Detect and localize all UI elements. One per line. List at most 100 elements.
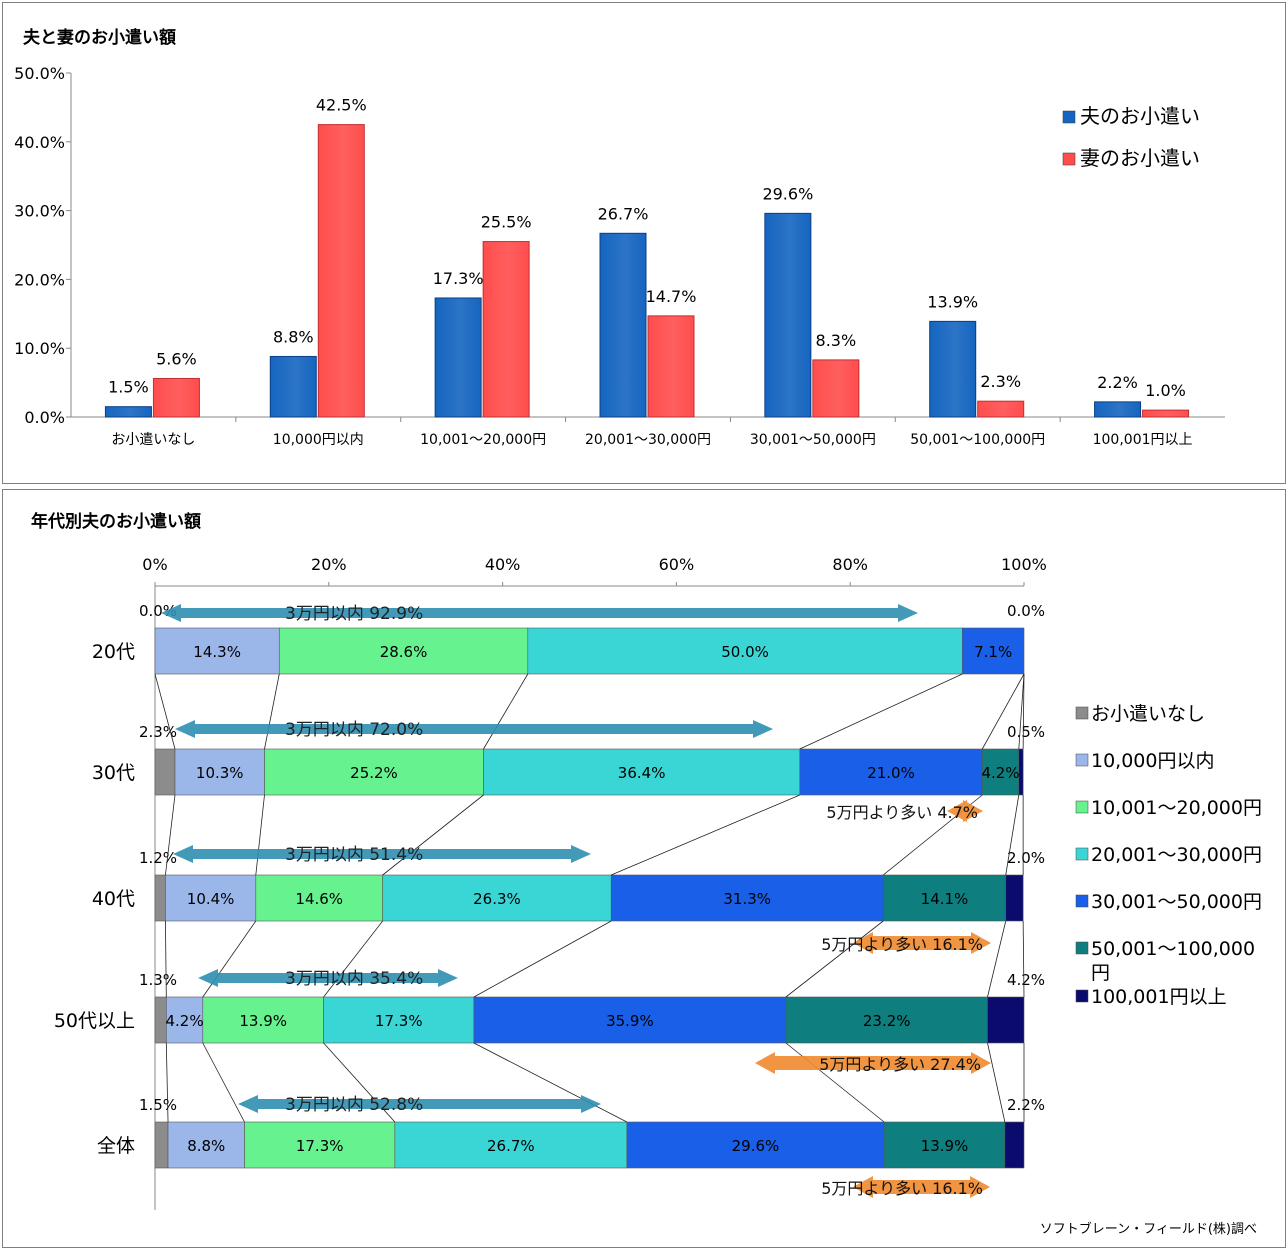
x-tick-label: 80% xyxy=(832,555,868,574)
x-tick-label: 10,000円以内 xyxy=(273,432,364,448)
segment-label: 35.9% xyxy=(606,1012,654,1030)
row-label: 30代 xyxy=(92,762,135,784)
segment-label: 2.2% xyxy=(1007,1096,1045,1114)
bar-segment xyxy=(165,874,257,922)
connector-line xyxy=(611,794,800,876)
bar-value-label: 17.3% xyxy=(433,269,484,288)
segment-label: 26.3% xyxy=(473,890,521,908)
bar-segment xyxy=(165,996,204,1044)
connector-line xyxy=(473,1042,628,1123)
connector-line xyxy=(1022,920,1025,998)
segment-label: 14.1% xyxy=(921,890,969,908)
legend-label: 100,001円以上 xyxy=(1091,986,1227,1008)
legend-swatch xyxy=(1075,894,1089,908)
legend-label: 10,000円以内 xyxy=(1091,750,1214,772)
range-arrow xyxy=(947,800,983,822)
segment-label: 0.5% xyxy=(1007,723,1045,741)
connector-line xyxy=(255,794,265,876)
within-30k-label: 3万円以内 35.4% xyxy=(285,969,423,989)
bar xyxy=(764,212,812,418)
within-30k-label: 3万円以内 72.0% xyxy=(285,720,423,740)
legend-swatch xyxy=(1062,110,1076,124)
segment-label: 0.0% xyxy=(1007,602,1045,620)
legend-label: 夫のお小遣い xyxy=(1080,104,1200,128)
chart-panel-bottom: 年代別夫のお小遣い額 0% 20% 40% 60% 80% 100% 20代 0.0% 14.3… xyxy=(2,489,1286,1248)
segment-label: 50.0% xyxy=(721,643,769,661)
row-label: 50代以上 xyxy=(54,1010,135,1032)
segment-label: 14.6% xyxy=(295,890,343,908)
bar-segment xyxy=(1004,1121,1025,1169)
bar-value-label: 14.7% xyxy=(646,287,697,306)
bar-segment xyxy=(202,996,324,1044)
connector-line xyxy=(1022,673,1025,750)
bar-segment xyxy=(394,1121,628,1169)
bar-segment xyxy=(962,627,1025,675)
segment-label: 29.6% xyxy=(732,1137,780,1155)
bar-value-label: 26.7% xyxy=(598,204,649,223)
segment-label: 26.7% xyxy=(487,1137,535,1155)
bar xyxy=(812,359,860,418)
bar-segment xyxy=(981,748,1020,796)
x-tick-label: 20% xyxy=(311,555,347,574)
segment-label: 1.2% xyxy=(139,849,177,867)
over-50k-label: 5万円より多い 4.7% xyxy=(826,803,978,822)
bar-segment xyxy=(167,1121,245,1169)
connector-line xyxy=(785,920,884,998)
bar-value-label: 2.2% xyxy=(1097,373,1138,392)
bar xyxy=(104,406,152,418)
y-tick-label: 10.0% xyxy=(14,339,65,358)
bar-segment xyxy=(382,874,612,922)
connector-line xyxy=(987,920,1007,998)
segment-label: 10.4% xyxy=(187,890,235,908)
range-arrow xyxy=(161,604,918,622)
over-50k-label: 5万円より多い 16.1% xyxy=(821,1179,983,1198)
range-arrow xyxy=(853,1176,990,1198)
bar-segment xyxy=(154,1121,169,1169)
bar-chart-couple: 0.0% 10.0% 20.0% 30.0% 40.0% 50.0% お小遣いなし 1.5% 5… xyxy=(14,64,1225,448)
segment-label: 4.2% xyxy=(981,764,1019,782)
source-credit: ソフトブレーン・フィールド(株)調べ xyxy=(1039,1222,1257,1237)
segment-label: 17.3% xyxy=(375,1012,423,1030)
x-tick-label: 100% xyxy=(1001,555,1047,574)
segment-label: 17.3% xyxy=(296,1137,344,1155)
bar-segment xyxy=(473,996,787,1044)
connector-line xyxy=(1018,673,1025,750)
within-30k-label: 3万円以内 52.8% xyxy=(285,1095,423,1115)
within-30k-label: 3万円以内 92.9% xyxy=(285,604,423,624)
bar xyxy=(599,232,647,418)
bar-segment xyxy=(483,748,801,796)
bar-segment xyxy=(278,627,529,675)
row-label: 40代 xyxy=(92,888,135,910)
segment-label: 7.1% xyxy=(974,643,1012,661)
bar xyxy=(1094,401,1142,418)
x-tick-label: 0% xyxy=(142,555,167,574)
legend-label: 妻のお小遣い xyxy=(1080,146,1200,170)
connector-line xyxy=(202,1042,245,1123)
bar xyxy=(647,315,695,418)
stacked-bar-chart-age: 0% 20% 40% 60% 80% 100% 20代 0.0% 14.3% 28.6% 50.0%… xyxy=(54,555,1262,1210)
bar-value-label: 29.6% xyxy=(762,184,813,203)
segment-label: 13.9% xyxy=(239,1012,287,1030)
segment-label: 2.0% xyxy=(1007,849,1045,867)
legend-swatch xyxy=(1075,941,1089,955)
legend-swatch xyxy=(1075,847,1089,861)
range-arrow xyxy=(198,969,458,987)
range-arrow xyxy=(238,1095,601,1113)
legend-swatch xyxy=(1075,706,1089,720)
over-50k-label: 5万円より多い 16.1% xyxy=(821,935,983,954)
bar-segment xyxy=(264,748,484,796)
x-tick-label: 10,001〜20,000円 xyxy=(420,432,546,448)
connector-line xyxy=(165,920,167,998)
bar-segment xyxy=(883,1121,1006,1169)
segment-label: 4.2% xyxy=(1007,971,1045,989)
range-arrow xyxy=(173,845,591,863)
bar-segment xyxy=(527,627,963,675)
segment-label: 8.8% xyxy=(187,1137,225,1155)
segment-label: 28.6% xyxy=(380,643,428,661)
legend-swatch xyxy=(1075,800,1089,814)
bar xyxy=(929,320,977,418)
bar-value-label: 25.5% xyxy=(481,213,532,232)
y-tick-label: 50.0% xyxy=(14,64,65,83)
connector-line xyxy=(165,1042,169,1123)
chart-panel-top: 夫と妻のお小遣い額 0.0% 10.0% 20.0% 30.0% 40.0% 50.0% お… xyxy=(2,2,1286,484)
